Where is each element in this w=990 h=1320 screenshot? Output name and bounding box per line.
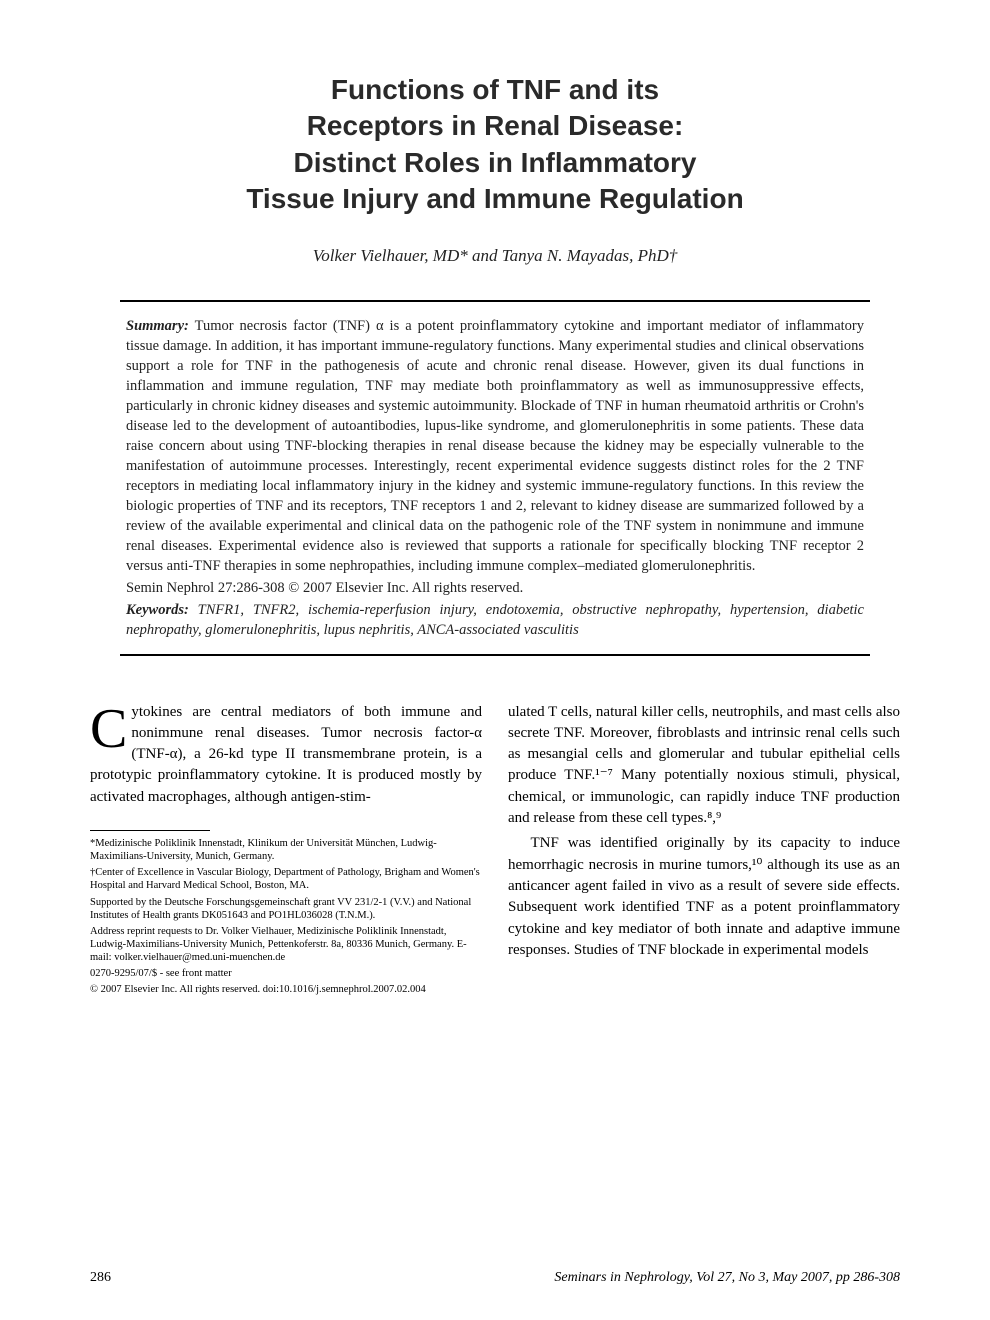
body-para-1: Cytokines are central mediators of both … <box>90 702 482 808</box>
footnote-item: *Medizinische Poliklinik Innenstadt, Kli… <box>90 837 482 863</box>
footnote-rule <box>90 830 210 831</box>
footnote-item: © 2007 Elsevier Inc. All rights reserved… <box>90 983 482 996</box>
page-number: 286 <box>90 1270 111 1286</box>
article-title-block: Functions of TNF and its Receptors in Re… <box>90 72 900 218</box>
keywords-text: TNFR1, TNFR2, ischemia-reperfusion injur… <box>126 602 864 638</box>
abstract-box: Summary: Tumor necrosis factor (TNF) α i… <box>120 300 870 656</box>
title-line-2: Receptors in Renal Disease: <box>307 110 684 141</box>
title-line-4: Tissue Injury and Immune Regulation <box>246 183 743 214</box>
summary-text: Tumor necrosis factor (TNF) α is a poten… <box>126 318 864 574</box>
keywords-label: Keywords: <box>126 602 189 618</box>
body-columns: Cytokines are central mediators of both … <box>90 702 900 1000</box>
footnote-item: Address reprint requests to Dr. Volker V… <box>90 925 482 964</box>
title-line-1: Functions of TNF and its <box>331 74 659 105</box>
abstract-citation: Semin Nephrol 27:286-308 © 2007 Elsevier… <box>126 578 864 598</box>
page-footer: 286 Seminars in Nephrology, Vol 27, No 3… <box>90 1270 900 1286</box>
abstract-summary: Summary: Tumor necrosis factor (TNF) α i… <box>126 316 864 576</box>
abstract-keywords: Keywords: TNFR1, TNFR2, ischemia-reperfu… <box>126 600 864 640</box>
footnote-item: Supported by the Deutsche Forschungsgeme… <box>90 896 482 922</box>
summary-label: Summary: <box>126 318 189 334</box>
journal-citation: Seminars in Nephrology, Vol 27, No 3, Ma… <box>554 1270 900 1286</box>
footnotes-block: *Medizinische Poliklinik Innenstadt, Kli… <box>90 837 482 996</box>
column-left: Cytokines are central mediators of both … <box>90 702 482 1000</box>
footnote-item: †Center of Excellence in Vascular Biolog… <box>90 866 482 892</box>
article-title: Functions of TNF and its Receptors in Re… <box>155 72 835 218</box>
dropcap-letter: C <box>90 702 131 754</box>
footnote-item: 0270-9295/07/$ - see front matter <box>90 967 482 980</box>
col2-para1: ulated T cells, natural killer cells, ne… <box>508 702 900 830</box>
authors-line: Volker Vielhauer, MD* and Tanya N. Mayad… <box>90 246 900 266</box>
title-line-3: Distinct Roles in Inflammatory <box>294 147 697 178</box>
column-right: ulated T cells, natural killer cells, ne… <box>508 702 900 1000</box>
col2-para2: TNF was identified originally by its cap… <box>508 833 900 961</box>
col1-para1-text: ytokines are central mediators of both i… <box>90 704 482 805</box>
